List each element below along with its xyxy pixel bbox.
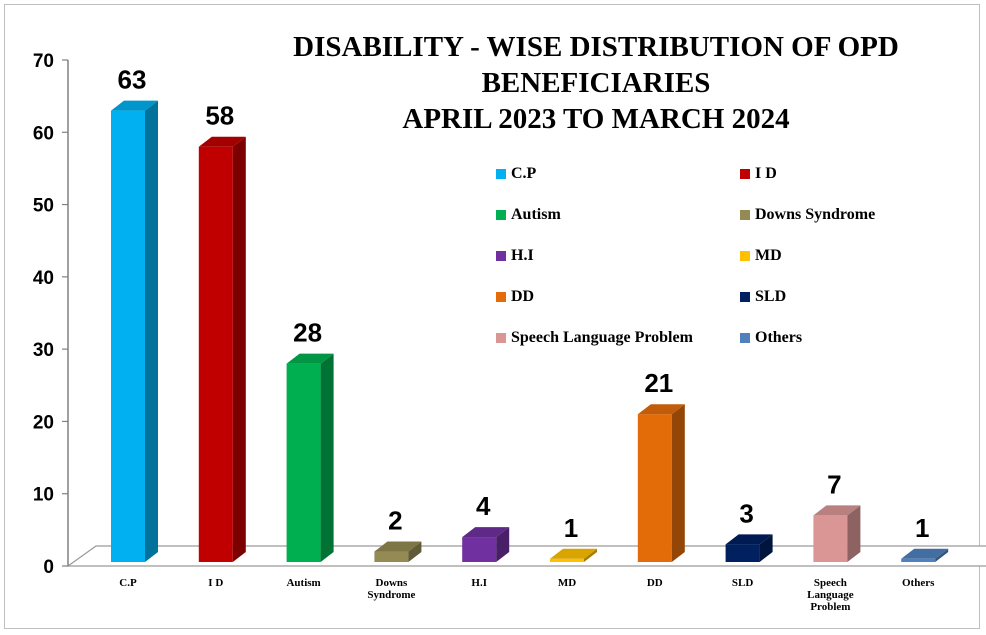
bar-side — [671, 404, 685, 562]
x-tick-label: Autism — [286, 577, 320, 589]
x-tick-label: C.P — [119, 577, 137, 589]
legend-swatch — [740, 210, 750, 220]
y-tick-label: 50 — [33, 196, 54, 217]
y-tick-label: 30 — [33, 340, 54, 361]
legend-swatch — [740, 169, 750, 179]
x-tick-label: I D — [208, 577, 223, 589]
bar — [550, 558, 584, 562]
legend-label: Downs Syndrome — [755, 206, 875, 223]
legend-label: H.I — [511, 247, 534, 264]
x-tick-label: Language — [807, 589, 854, 601]
x-tick-label: DD — [647, 577, 663, 589]
y-tick-label: 10 — [33, 485, 54, 506]
data-label: 3 — [739, 498, 753, 528]
y-tick-label: 20 — [33, 412, 54, 433]
chart-frame — [4, 4, 980, 629]
bar — [462, 537, 497, 562]
data-label: 1 — [564, 513, 578, 543]
legend-swatch — [740, 251, 750, 261]
data-label: 58 — [205, 101, 234, 131]
bar-top — [637, 404, 685, 415]
bar — [637, 414, 672, 562]
chart-title: DISABILITY - WISE DISTRIBUTION OF OPD — [293, 31, 899, 63]
bar — [901, 558, 936, 562]
x-tick-label: Problem — [810, 601, 850, 613]
bar — [286, 363, 321, 562]
bar-top — [901, 548, 949, 559]
chart-title: BENEFICIARIES — [482, 67, 711, 99]
legend-swatch — [496, 333, 506, 343]
chart-title: APRIL 2023 TO MARCH 2024 — [402, 103, 789, 135]
legend-swatch — [740, 333, 750, 343]
x-tick-label: Downs — [376, 577, 409, 589]
bar-top — [550, 548, 597, 559]
legend-label: Speech Language Problem — [511, 329, 694, 346]
x-tick-label: Syndrome — [367, 589, 415, 601]
bar-side — [496, 527, 510, 562]
bar-side — [408, 541, 422, 562]
data-label: 63 — [118, 65, 147, 95]
y-tick-label: 0 — [43, 557, 54, 578]
legend-swatch — [740, 292, 750, 302]
bar — [374, 551, 409, 562]
legend-swatch — [496, 251, 506, 261]
bar — [111, 110, 145, 562]
bar-side — [145, 100, 158, 562]
data-label: 4 — [476, 491, 491, 521]
data-label: 2 — [388, 506, 402, 536]
bar-top — [286, 353, 334, 364]
legend-label: SLD — [755, 288, 786, 305]
legend-label: C.P — [511, 165, 537, 182]
x-tick-label: H.I — [471, 577, 487, 589]
x-tick-label: Speech — [814, 577, 847, 589]
data-label: 28 — [293, 318, 322, 348]
x-tick-label: SLD — [732, 577, 753, 589]
bar-side — [232, 136, 246, 562]
legend-label: Autism — [511, 206, 561, 223]
bar-side — [935, 548, 949, 562]
bar-top — [813, 505, 861, 516]
bar-top — [725, 534, 773, 545]
x-tick-label: Others — [902, 577, 935, 589]
bar — [198, 146, 233, 562]
bar-side — [320, 353, 334, 562]
y-tick-label: 70 — [33, 51, 54, 72]
y-tick-label: 40 — [33, 268, 54, 289]
bar-top — [111, 100, 158, 111]
bar — [813, 515, 848, 562]
data-label: 7 — [827, 469, 841, 499]
bar-side — [584, 548, 597, 562]
legend-label: MD — [755, 247, 782, 264]
bar — [725, 544, 760, 562]
bar-side — [759, 534, 773, 562]
data-label: 1 — [915, 513, 929, 543]
legend-label: Others — [755, 329, 802, 346]
bar-top — [374, 541, 422, 552]
legend-label: DD — [511, 288, 534, 305]
legend-label: I D — [755, 165, 777, 182]
x-tick-label: MD — [558, 577, 576, 589]
legend-swatch — [496, 169, 506, 179]
legend-swatch — [496, 210, 506, 220]
bar-top — [198, 136, 246, 147]
bar-top — [462, 527, 510, 538]
bar-side — [847, 505, 861, 562]
legend-swatch — [496, 292, 506, 302]
data-label: 21 — [644, 368, 673, 398]
y-tick-label: 60 — [33, 123, 54, 144]
